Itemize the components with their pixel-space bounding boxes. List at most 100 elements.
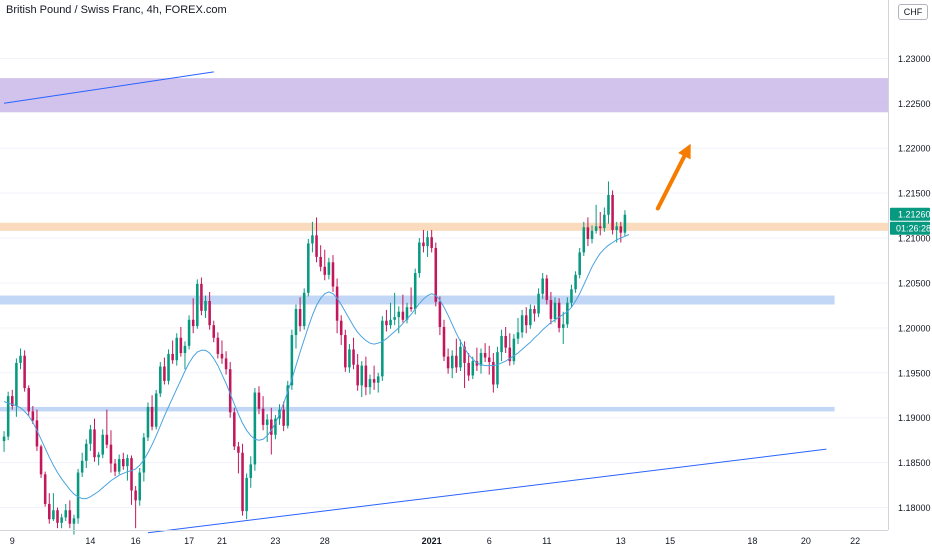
candle-body	[418, 242, 421, 274]
grid-layer	[0, 57, 888, 509]
arrow-layer[interactable]	[655, 143, 691, 211]
time-axis[interactable]: 9 14 16 17 21 23 28 2021 6 11 13 15 18 20 22	[0, 530, 888, 547]
zone-blue-lower[interactable]	[0, 406, 835, 412]
candle-body	[459, 346, 462, 368]
candle-body	[191, 319, 195, 327]
candle-body	[130, 458, 133, 491]
candle-body	[220, 353, 224, 359]
candle-body	[405, 307, 409, 320]
arrow-head[interactable]	[678, 143, 691, 160]
candle-body	[586, 227, 590, 239]
time-tick-label: 13	[616, 536, 626, 546]
candle-body	[557, 302, 561, 328]
candle-body	[368, 379, 372, 388]
candle-body	[311, 235, 314, 244]
candle-body	[134, 490, 137, 501]
candle-body	[212, 325, 216, 338]
candle-body	[97, 454, 100, 458]
candle-body	[549, 300, 553, 319]
candle-body	[319, 256, 322, 267]
lower-trendline[interactable]	[147, 448, 827, 534]
time-tick-label: 20	[801, 536, 811, 546]
candle-body	[228, 369, 232, 413]
candle-body	[171, 353, 174, 361]
candle-body	[430, 237, 433, 248]
candle-body	[467, 362, 470, 376]
price-tick-label: 1.22500	[898, 99, 931, 109]
candle-body	[487, 357, 491, 363]
candle-body	[442, 326, 446, 357]
candle-body	[117, 459, 121, 472]
candle-body	[302, 292, 306, 327]
candle-body	[438, 301, 442, 327]
candle-body	[344, 335, 347, 368]
price-axis[interactable]: 1.18000 1.18500 1.19000 1.19500 1.20000 1.205…	[888, 0, 932, 550]
candle-body	[450, 355, 454, 369]
candle-body	[381, 320, 384, 377]
candle-layer	[2, 181, 627, 535]
candle-body	[48, 503, 51, 520]
candle-body	[183, 345, 187, 354]
time-tick-label: 17	[184, 536, 194, 546]
candle-body	[204, 300, 207, 311]
zone-blue-upper[interactable]	[0, 295, 835, 305]
candle-body	[570, 289, 573, 303]
time-tick-label: 15	[665, 536, 675, 546]
moving-average-layer	[3, 234, 630, 500]
candle-body	[512, 338, 516, 362]
candle-body	[31, 411, 35, 421]
candle-body	[500, 335, 503, 353]
time-tick-label: 14	[85, 536, 95, 546]
candle-body	[298, 309, 302, 327]
zone-orange[interactable]	[0, 222, 888, 231]
price-tick-label: 1.20000	[898, 323, 931, 333]
candle-body	[196, 283, 199, 327]
candle-body	[43, 474, 47, 504]
time-tick-label: 23	[270, 536, 280, 546]
candle-body	[245, 477, 248, 512]
upper-trendline[interactable]	[3, 71, 214, 104]
candle-body	[216, 337, 220, 354]
candle-body	[113, 463, 117, 472]
candle-body	[64, 510, 68, 518]
candle-body	[603, 214, 606, 229]
candle-body	[434, 247, 438, 302]
candle-body	[282, 409, 285, 426]
price-tick-label: 1.22000	[898, 144, 931, 154]
candle-body	[533, 309, 536, 314]
candle-body	[409, 307, 413, 310]
candle-body	[529, 309, 532, 326]
candle-body	[483, 353, 487, 358]
candle-body	[270, 419, 273, 435]
candle-body	[590, 230, 594, 239]
candle-body	[159, 366, 162, 394]
candle-body	[138, 472, 142, 501]
candle-body	[422, 242, 425, 247]
time-tick-label: 6	[487, 536, 492, 546]
candle-body	[541, 278, 544, 294]
candle-body	[471, 361, 475, 376]
trendline-layer[interactable]	[3, 71, 827, 534]
candle-body	[257, 392, 261, 409]
candle-body	[237, 446, 240, 453]
currency-button[interactable]: CHF	[898, 4, 928, 20]
candle-body	[290, 335, 294, 386]
arrow-shaft[interactable]	[655, 154, 687, 211]
candle-body	[253, 392, 257, 465]
candle-body	[566, 302, 569, 325]
candle-body	[561, 324, 565, 328]
time-tick-label: 21	[217, 536, 227, 546]
candle-body	[80, 460, 84, 473]
price-tick-label: 1.21000	[898, 234, 931, 244]
price-tick-label: 1.21500	[898, 189, 931, 199]
zone-purple[interactable]	[0, 78, 888, 113]
current-price-label: 1.21260	[898, 210, 931, 220]
candle-body	[11, 396, 14, 407]
price-axis-background	[888, 0, 932, 550]
candle-body	[72, 518, 76, 524]
candle-body	[39, 446, 43, 475]
candle-body	[109, 444, 113, 464]
price-tick-label: 1.20500	[898, 278, 931, 288]
candle-body	[179, 337, 183, 354]
